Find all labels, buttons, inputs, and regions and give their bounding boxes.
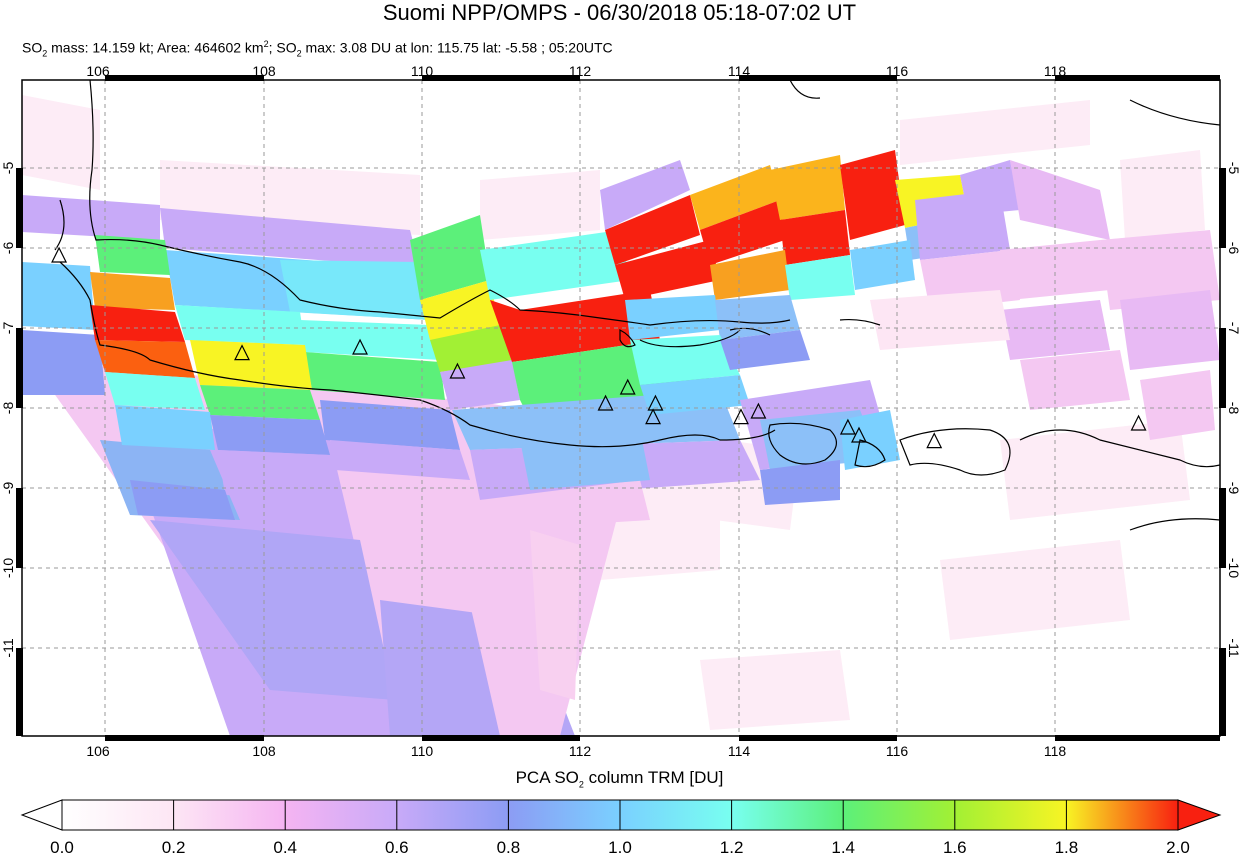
colorbar-tick-label: 0.6 <box>385 838 409 855</box>
colorbar-tick-label: 0.4 <box>273 838 297 855</box>
lon-label-top: 118 <box>1044 63 1067 79</box>
colorbar-under-arrow <box>20 799 63 831</box>
lon-label-bottom: 106 <box>86 743 110 759</box>
lat-label-left: -10 <box>0 558 16 578</box>
lat-label-left: -8 <box>0 402 16 415</box>
map-title: Suomi NPP/OMPS - 06/30/2018 05:18-07:02 … <box>382 0 857 25</box>
lat-label-right: -8 <box>1226 402 1239 415</box>
volcano-triangle-icon <box>851 426 867 443</box>
coastlines <box>54 80 1220 531</box>
lat-label-right: -7 <box>1226 322 1239 335</box>
lon-label-bottom: 118 <box>1044 743 1067 759</box>
so2-summary: SO2 mass: 14.159 kt; Area: 464602 km2; S… <box>22 39 613 59</box>
lon-label-bottom: 108 <box>252 743 276 759</box>
volcano-triangle-icon <box>733 408 749 425</box>
lat-label-left: -6 <box>0 242 16 255</box>
volcano-triangle-icon <box>449 362 466 379</box>
colorbar-tick-label: 0.0 <box>50 838 74 855</box>
volcano-markers <box>51 246 1147 449</box>
volcano-triangle-icon <box>645 408 662 425</box>
lon-label-top: 114 <box>728 63 751 79</box>
volcano-triangle-icon <box>234 344 250 361</box>
lat-label-left: -5 <box>0 162 16 175</box>
lon-label-top: 110 <box>411 63 434 79</box>
lat-label-left: -9 <box>0 482 16 495</box>
lon-label-top: 116 <box>886 63 909 79</box>
lat-label-right: -10 <box>1226 558 1239 578</box>
volcano-triangle-icon <box>926 432 943 449</box>
lon-label-bottom: 110 <box>411 743 434 759</box>
lon-labels: 106 108 110 112 114 116 118 106 108 110 … <box>86 63 1066 759</box>
lat-labels: -5 -6 -7 -8 -9 -10 -11 -5 -6 -7 -8 -9 -1… <box>0 162 1239 658</box>
colorbar-tick-label: 1.0 <box>608 838 632 855</box>
lon-label-top: 106 <box>86 63 110 79</box>
colorbar-tick-label: 1.6 <box>943 838 967 855</box>
lat-label-right: -6 <box>1226 242 1239 255</box>
colorbar-tick-label: 1.4 <box>831 838 855 855</box>
colorbar-tick-label: 1.2 <box>720 838 744 855</box>
lat-label-right: -5 <box>1226 162 1239 175</box>
colorbar-over-arrow <box>1177 799 1222 831</box>
lon-label-top: 108 <box>252 63 276 79</box>
so2-field <box>22 80 1220 736</box>
lat-label-left: -7 <box>0 322 16 335</box>
volcano-triangle-icon <box>1130 414 1147 431</box>
lat-label-right: -9 <box>1226 482 1239 495</box>
volcano-triangle-icon <box>750 402 767 419</box>
volcano-triangle-icon <box>647 394 664 411</box>
map-frame <box>16 75 1226 741</box>
colorbar-tick-label: 0.8 <box>497 838 521 855</box>
graticule <box>22 80 1220 736</box>
colorbar-tick-label: 0.2 <box>162 838 186 855</box>
lat-label-right: -11 <box>1226 638 1239 657</box>
lon-label-bottom: 112 <box>569 743 592 759</box>
volcano-triangle-icon <box>619 378 636 395</box>
volcano-triangle-icon <box>51 246 68 263</box>
lat-label-left: -11 <box>0 638 16 657</box>
colorbar-title: PCA SO2 column TRM [DU] <box>515 768 724 790</box>
volcano-triangle-icon <box>352 338 368 355</box>
lon-label-top: 112 <box>569 63 592 79</box>
lon-label-bottom: 114 <box>728 743 751 759</box>
colorbar-tick-label: 2.0 <box>1166 838 1190 855</box>
colorbar-tick-label: 1.8 <box>1055 838 1079 855</box>
colorbar: 0.0 0.2 0.4 0.6 0.8 1.0 1.2 1.4 1.6 1.8 2.0 <box>20 799 1222 855</box>
volcano-triangle-icon <box>839 418 856 435</box>
volcano-triangle-icon <box>597 394 614 411</box>
lon-label-bottom: 116 <box>886 743 909 759</box>
